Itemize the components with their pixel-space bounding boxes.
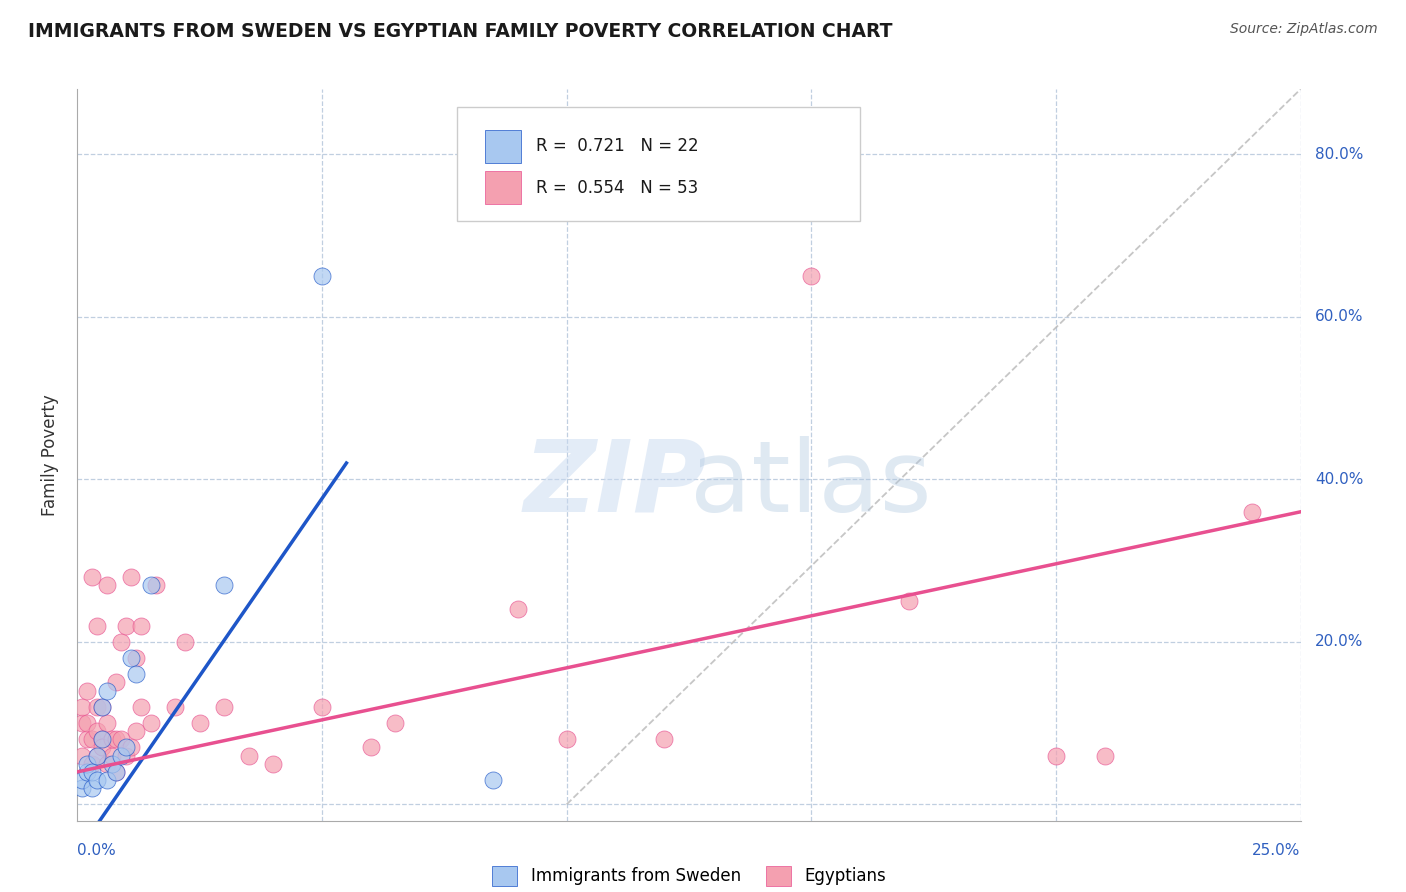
Point bbox=[311, 699, 333, 714]
Point bbox=[86, 699, 108, 714]
Text: 25.0%: 25.0% bbox=[1253, 843, 1301, 858]
FancyBboxPatch shape bbox=[485, 130, 522, 162]
Point bbox=[100, 756, 122, 771]
Point bbox=[80, 781, 103, 796]
Point bbox=[76, 764, 98, 779]
Y-axis label: Family Poverty: Family Poverty bbox=[41, 394, 59, 516]
Point bbox=[76, 732, 98, 747]
Point bbox=[70, 772, 93, 787]
Point bbox=[1240, 505, 1263, 519]
Point bbox=[384, 716, 406, 731]
Point bbox=[100, 732, 122, 747]
Point bbox=[125, 651, 148, 665]
Point bbox=[125, 667, 148, 681]
Point bbox=[70, 716, 93, 731]
Text: 20.0%: 20.0% bbox=[1315, 634, 1364, 649]
Point bbox=[110, 635, 132, 649]
Text: atlas: atlas bbox=[690, 435, 932, 533]
Point bbox=[86, 772, 108, 787]
Point bbox=[1045, 748, 1067, 763]
Point bbox=[139, 716, 162, 731]
Point bbox=[80, 764, 103, 779]
FancyBboxPatch shape bbox=[457, 108, 860, 221]
Text: IMMIGRANTS FROM SWEDEN VS EGYPTIAN FAMILY POVERTY CORRELATION CHART: IMMIGRANTS FROM SWEDEN VS EGYPTIAN FAMIL… bbox=[28, 22, 893, 41]
Point bbox=[506, 602, 529, 616]
Point bbox=[105, 675, 128, 690]
Point bbox=[165, 699, 187, 714]
Text: R =  0.554   N = 53: R = 0.554 N = 53 bbox=[536, 179, 699, 197]
Point bbox=[262, 756, 284, 771]
Point bbox=[70, 781, 93, 796]
Point bbox=[90, 699, 112, 714]
Point bbox=[90, 699, 112, 714]
Point bbox=[86, 748, 108, 763]
Point bbox=[96, 772, 118, 787]
Legend: Immigrants from Sweden, Egyptians: Immigrants from Sweden, Egyptians bbox=[485, 859, 893, 892]
Point bbox=[80, 570, 103, 584]
Point bbox=[96, 756, 118, 771]
Point bbox=[115, 740, 138, 755]
Point bbox=[482, 772, 505, 787]
Point bbox=[360, 740, 382, 755]
Point bbox=[96, 578, 118, 592]
Point bbox=[80, 732, 103, 747]
Point bbox=[76, 683, 98, 698]
Point bbox=[76, 716, 98, 731]
Point bbox=[188, 716, 211, 731]
Point bbox=[898, 594, 921, 608]
Point bbox=[125, 724, 148, 739]
Point bbox=[105, 764, 128, 779]
Point bbox=[174, 635, 197, 649]
Point bbox=[86, 748, 108, 763]
Text: R =  0.721   N = 22: R = 0.721 N = 22 bbox=[536, 137, 699, 155]
Point bbox=[90, 732, 112, 747]
Point bbox=[70, 699, 93, 714]
Point bbox=[110, 732, 132, 747]
Text: 60.0%: 60.0% bbox=[1315, 310, 1364, 325]
Text: 40.0%: 40.0% bbox=[1315, 472, 1364, 487]
Text: ZIP: ZIP bbox=[524, 435, 707, 533]
Point bbox=[212, 699, 235, 714]
Point bbox=[555, 732, 578, 747]
Point bbox=[70, 748, 93, 763]
Point bbox=[120, 651, 142, 665]
Point bbox=[90, 740, 112, 755]
Point bbox=[90, 732, 112, 747]
Point bbox=[120, 740, 142, 755]
Point bbox=[96, 716, 118, 731]
Point bbox=[311, 269, 333, 284]
Point bbox=[86, 724, 108, 739]
Point bbox=[115, 618, 138, 632]
Point bbox=[105, 764, 128, 779]
Point bbox=[115, 748, 138, 763]
Point bbox=[110, 748, 132, 763]
FancyBboxPatch shape bbox=[485, 171, 522, 204]
Text: Source: ZipAtlas.com: Source: ZipAtlas.com bbox=[1230, 22, 1378, 37]
Point bbox=[129, 618, 152, 632]
Point bbox=[80, 756, 103, 771]
Point bbox=[800, 269, 823, 284]
Point bbox=[139, 578, 162, 592]
Point bbox=[76, 756, 98, 771]
Point bbox=[86, 618, 108, 632]
Point bbox=[105, 732, 128, 747]
Point bbox=[96, 683, 118, 698]
Text: 0.0%: 0.0% bbox=[77, 843, 117, 858]
Point bbox=[212, 578, 235, 592]
Text: 80.0%: 80.0% bbox=[1315, 146, 1364, 161]
Point bbox=[1094, 748, 1116, 763]
Point bbox=[120, 570, 142, 584]
Point bbox=[238, 748, 260, 763]
Point bbox=[129, 699, 152, 714]
Point bbox=[100, 748, 122, 763]
Point bbox=[654, 732, 676, 747]
Point bbox=[145, 578, 167, 592]
